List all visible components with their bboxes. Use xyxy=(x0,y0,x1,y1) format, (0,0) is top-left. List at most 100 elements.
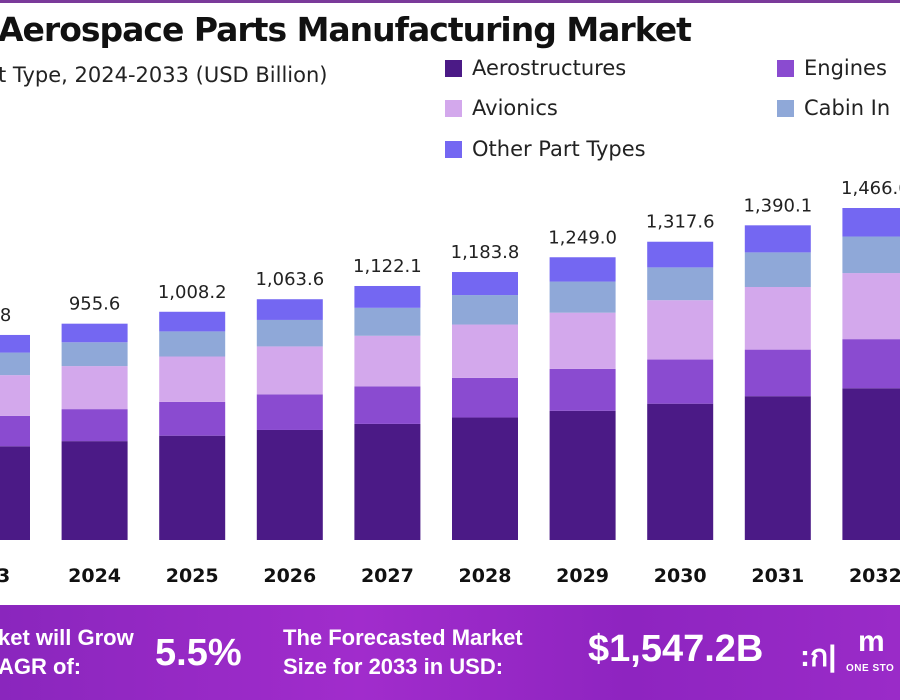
bar-segment-other-part-types-2029 xyxy=(549,257,616,282)
legend-label: Aerostructures xyxy=(472,56,627,80)
legend-avionics: Avionics xyxy=(445,96,558,120)
total-label-2026: 1,063.6 xyxy=(255,269,324,290)
legend-other: Other Part Types xyxy=(445,137,646,161)
legend-label: Other Part Types xyxy=(472,137,646,161)
bar-segment-other-part-types-2025 xyxy=(159,311,226,332)
bar-segment-engines-2026 xyxy=(256,394,323,430)
bar-segment-cabin-in-2027 xyxy=(354,307,421,336)
bar-segment-cabin-in-2026 xyxy=(256,319,323,347)
x-tick-2023: 23 xyxy=(0,565,10,587)
bar-segment-other-part-types-2026 xyxy=(256,299,323,320)
logo-text: m xyxy=(858,625,885,658)
chart-title: Aerospace Parts Manufacturing Market xyxy=(0,10,692,49)
cagr-value: 5.5% xyxy=(155,632,242,674)
top-border xyxy=(0,0,900,3)
logo-icon: :ก| xyxy=(800,640,837,673)
forecast-label-line2: Size for 2033 in USD: xyxy=(283,654,504,679)
legend-swatch xyxy=(777,99,794,117)
bar-segment-aerostructures-2027 xyxy=(354,423,421,540)
bar-segment-cabin-in-2028 xyxy=(452,295,518,325)
bar-segment-engines-2023 xyxy=(0,415,30,447)
forecast-label: The Forecasted Market Size for 2033 in US… xyxy=(283,623,523,681)
cagr-label-line2: AGR of: xyxy=(0,654,82,679)
bar-segment-avionics-2025 xyxy=(159,356,226,402)
summary-banner: ket will Grow AGR of: 5.5% The Forecasted… xyxy=(0,605,900,700)
x-tick-2029: 2029 xyxy=(556,565,609,587)
bar-segment-other-part-types-2023 xyxy=(0,334,30,353)
bar-segment-cabin-in-2023 xyxy=(0,352,30,376)
bar-segment-aerostructures-2025 xyxy=(159,435,226,540)
bar-segment-cabin-in-2030 xyxy=(647,267,714,301)
bar-segment-aerostructures-2031 xyxy=(744,396,811,540)
cagr-label: ket will Grow AGR of: xyxy=(0,623,134,681)
chart-subtitle: t Type, 2024-2033 (USD Billion) xyxy=(0,63,328,87)
legend-swatch xyxy=(777,59,794,77)
total-label-2023: 5.8 xyxy=(0,305,11,326)
total-label-2029: 1,249.0 xyxy=(548,227,617,248)
x-tick-2032: 2032 xyxy=(849,565,900,587)
bar-segment-cabin-in-2024 xyxy=(61,342,128,367)
bar-segment-avionics-2028 xyxy=(452,324,518,378)
cagr-label-line1: ket will Grow xyxy=(0,625,134,650)
logo-tagline: ONE STO xyxy=(846,663,895,674)
legend-cabin: Cabin In xyxy=(777,96,890,120)
bar-segment-aerostructures-2024 xyxy=(61,441,128,540)
bar-segment-avionics-2024 xyxy=(61,366,128,410)
bar-segment-aerostructures-2029 xyxy=(549,410,616,540)
x-tick-2024: 2024 xyxy=(68,565,121,587)
bar-segment-cabin-in-2031 xyxy=(744,252,811,287)
bar-segment-avionics-2030 xyxy=(647,300,714,360)
bar-segment-cabin-in-2029 xyxy=(549,281,616,313)
bar-segment-avionics-2032 xyxy=(842,273,900,340)
x-tick-2028: 2028 xyxy=(459,565,512,587)
bar-segment-engines-2032 xyxy=(842,339,900,389)
x-tick-2031: 2031 xyxy=(751,565,804,587)
bar-segment-aerostructures-2023 xyxy=(0,446,30,540)
x-tick-2026: 2026 xyxy=(263,565,316,587)
forecast-value: $1,547.2B xyxy=(588,628,764,670)
legend-label: Avionics xyxy=(472,96,558,120)
bar-segment-engines-2030 xyxy=(647,359,714,404)
legend-label: Cabin In xyxy=(804,96,891,120)
legend-label: Engines xyxy=(804,56,887,80)
total-label-2028: 1,183.8 xyxy=(451,242,520,263)
bar-segment-engines-2031 xyxy=(744,349,811,397)
bar-segment-other-part-types-2031 xyxy=(744,225,811,253)
stacked-bar-chart: 5.8 23 955.6 2024 1,008.2 2025 1,063.6 2026 1,12… xyxy=(0,178,900,587)
legend-swatch xyxy=(445,99,462,117)
bar-segment-engines-2029 xyxy=(549,368,616,411)
bar-segment-engines-2025 xyxy=(159,401,226,436)
bar-segment-cabin-in-2025 xyxy=(159,331,226,357)
legend-aerostructures: Aerostructures xyxy=(445,56,626,80)
bar-segment-other-part-types-2027 xyxy=(354,285,421,308)
total-label-2031: 1,390.1 xyxy=(743,195,812,216)
bar-segment-other-part-types-2030 xyxy=(647,241,714,268)
total-label-2025: 1,008.2 xyxy=(158,282,227,303)
x-tick-2025: 2025 xyxy=(166,565,219,587)
bar-segment-engines-2028 xyxy=(452,377,518,418)
x-tick-2027: 2027 xyxy=(361,565,414,587)
bar-segment-other-part-types-2024 xyxy=(61,323,128,343)
x-tick-2030: 2030 xyxy=(654,565,707,587)
legend-swatch xyxy=(445,140,462,158)
bar-segment-avionics-2029 xyxy=(549,312,616,369)
legend-engines: Engines xyxy=(777,56,887,80)
legend-swatch xyxy=(445,59,462,77)
bar-segment-avionics-2023 xyxy=(0,375,30,416)
bar-segment-engines-2024 xyxy=(61,409,128,442)
bar-segment-other-part-types-2032 xyxy=(842,208,900,237)
bar-segment-aerostructures-2026 xyxy=(256,429,323,540)
bar-segment-aerostructures-2028 xyxy=(452,417,518,540)
bar-segment-other-part-types-2028 xyxy=(452,272,518,296)
bar-segment-avionics-2026 xyxy=(256,346,323,395)
bar-segment-aerostructures-2030 xyxy=(647,403,714,540)
total-label-2024: 955.6 xyxy=(69,294,121,315)
bar-segment-engines-2027 xyxy=(354,386,421,424)
bar-segment-avionics-2031 xyxy=(744,286,811,350)
total-label-2030: 1,317.6 xyxy=(646,212,715,233)
bar-segment-avionics-2027 xyxy=(354,335,421,387)
bar-segment-cabin-in-2032 xyxy=(842,236,900,274)
forecast-label-line1: The Forecasted Market xyxy=(283,625,523,650)
total-label-2032: 1,466.6 xyxy=(841,178,900,199)
bar-segment-aerostructures-2032 xyxy=(842,388,900,540)
